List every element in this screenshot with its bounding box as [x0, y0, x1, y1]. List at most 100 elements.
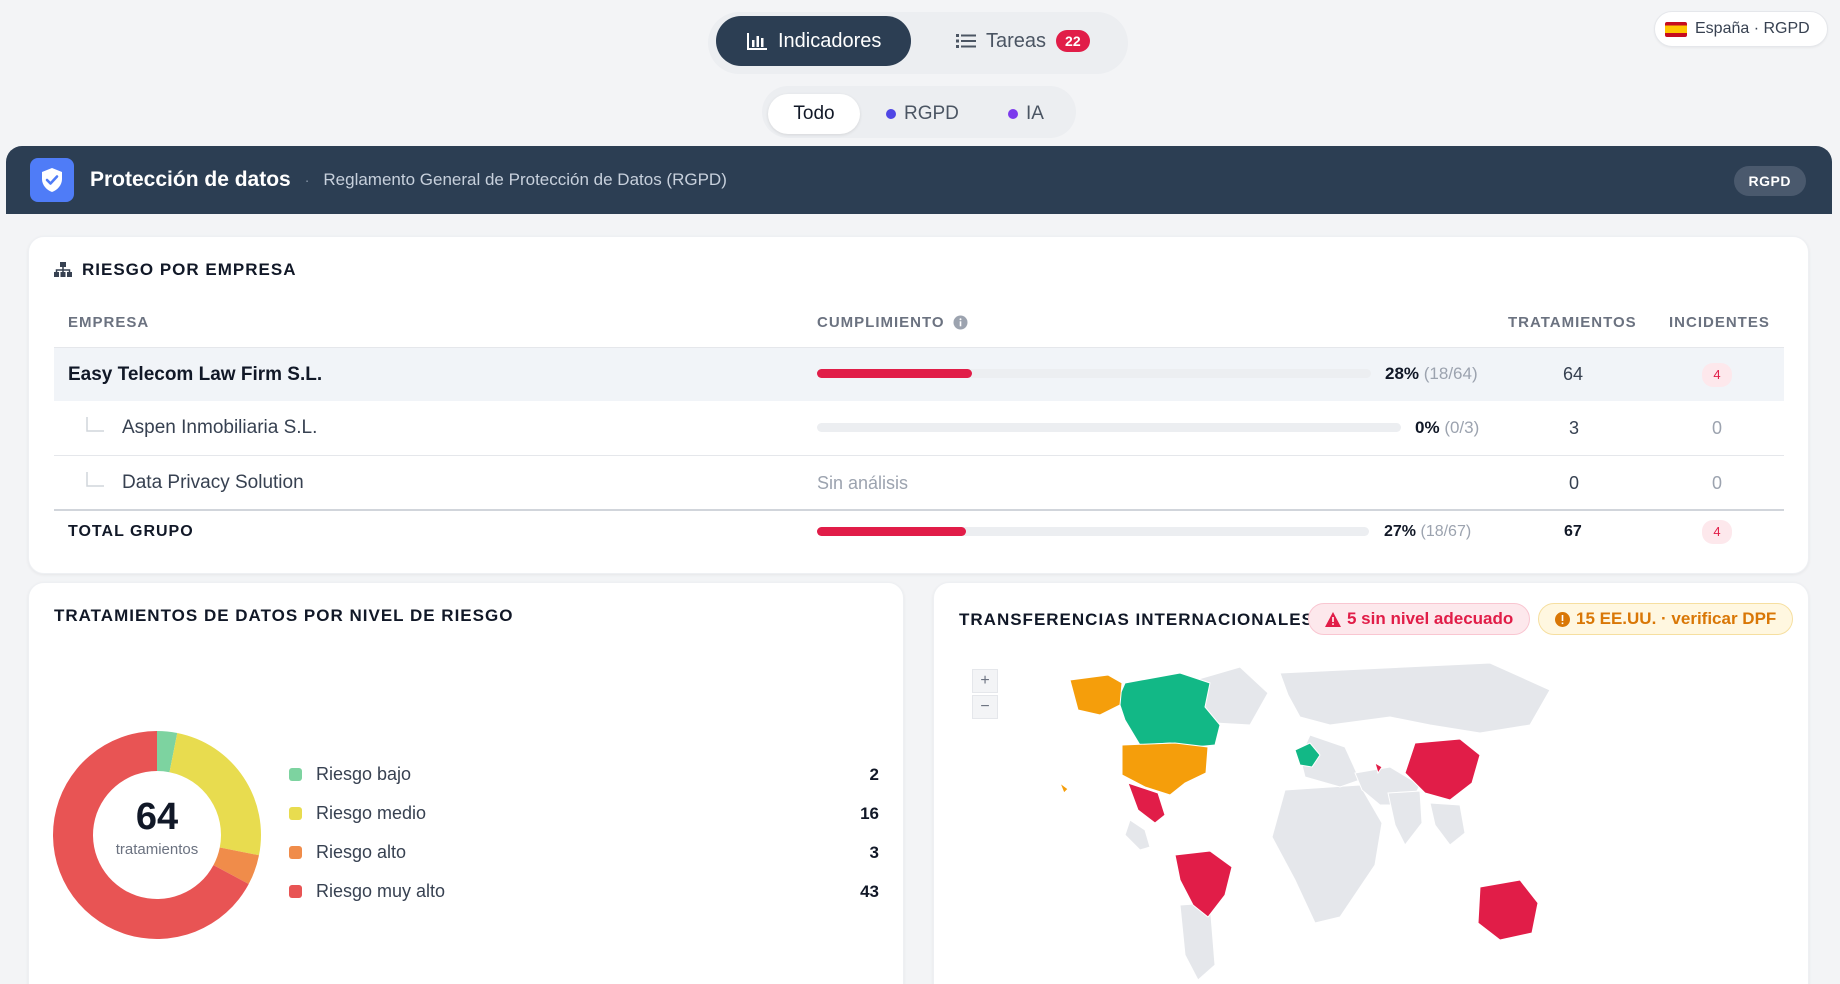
- risk-section-title: RIESGO POR EMPRESA: [82, 260, 297, 279]
- spain-flag-icon: [1665, 21, 1687, 37]
- risk-section-header: RIESGO POR EMPRESA: [54, 260, 296, 280]
- donut-total-label: tratamientos: [115, 841, 199, 858]
- compliance-pct: 28%: [1385, 364, 1420, 383]
- alaska-shape: [1069, 674, 1123, 716]
- sitemap-icon: [54, 262, 72, 277]
- us-dpf-alert[interactable]: 15 EE.UU. · verificar DPF: [1538, 603, 1794, 635]
- total-compliance-bar-fill: [817, 527, 967, 536]
- row-divider: [54, 455, 1784, 456]
- us-dpf-label: 15 EE.UU. · verificar DPF: [1576, 609, 1777, 628]
- southeast-asia-shape: [1429, 802, 1466, 846]
- module-tag: RGPD: [1733, 166, 1806, 196]
- legend-swatch: [289, 846, 302, 859]
- total-compliance-pct: 27%: [1384, 523, 1417, 540]
- map-us-countries: [1058, 674, 1209, 796]
- bar-chart-icon: [747, 33, 767, 50]
- compliance-bar-fill: [817, 369, 973, 378]
- legend-item[interactable]: Riesgo bajo: [289, 764, 411, 785]
- filter-ia-label: IA: [1026, 103, 1044, 124]
- tree-branch-icon: [86, 417, 104, 432]
- incidents-count: 0: [1712, 418, 1723, 438]
- filter-todo[interactable]: Todo: [768, 94, 860, 134]
- col-empresa: EMPRESA: [68, 314, 150, 331]
- compliance-value: 28% (18/64): [1385, 364, 1478, 384]
- treatments-count: 0: [1569, 473, 1580, 493]
- risk-donut-chart: [53, 731, 261, 939]
- legend-value: 16: [860, 804, 879, 823]
- donut-slice-riesgo-alto[interactable]: [213, 847, 260, 885]
- tareas-count-badge: 22: [1056, 30, 1090, 52]
- compliance-value: 0% (0/3): [1415, 418, 1479, 438]
- list-icon: [956, 34, 976, 48]
- treatments-count: 3: [1569, 418, 1580, 438]
- canada-shape: [1117, 672, 1221, 748]
- map-adequate-countries: [1117, 672, 1321, 768]
- donut-slice-riesgo-muy-alto[interactable]: [53, 731, 249, 939]
- exclamation-circle-icon: [1555, 611, 1570, 627]
- incidents-badge: 4: [1702, 363, 1732, 387]
- ia-dot-icon: [1008, 109, 1018, 119]
- filter-ia[interactable]: IA: [1008, 94, 1044, 134]
- region-selector[interactable]: España · RGPD: [1654, 11, 1828, 47]
- zoom-in-button[interactable]: +: [972, 669, 998, 693]
- filter-rgpd[interactable]: RGPD: [886, 94, 959, 134]
- row-divider: [54, 347, 1784, 348]
- compliance-bar: [817, 369, 1371, 378]
- legend-label: Riesgo alto: [316, 842, 407, 862]
- donut-center: 64 tratamientos: [53, 796, 261, 858]
- tab-indicadores[interactable]: Indicadores: [716, 16, 912, 66]
- filter-todo-label: Todo: [793, 103, 835, 124]
- brazil-shape: [1174, 850, 1233, 918]
- tree-branch-icon: [86, 472, 104, 487]
- company-name[interactable]: Data Privacy Solution: [122, 472, 304, 493]
- title-separator: ·: [304, 172, 310, 188]
- legend-value: 43: [860, 882, 879, 901]
- risk-by-company-card: [28, 236, 1809, 574]
- module-subtitle: Reglamento General de Protección de Dato…: [323, 170, 727, 189]
- legend-label: Riesgo muy alto: [316, 881, 446, 901]
- col-incidentes: INCIDENTES: [1669, 314, 1770, 331]
- central-america-shape: [1124, 819, 1151, 851]
- total-label: TOTAL GRUPO: [68, 523, 194, 540]
- donut-slice-riesgo-bajo[interactable]: [157, 731, 178, 773]
- module-header: Protección de datos · Reglamento General…: [6, 146, 1832, 214]
- zoom-out-button[interactable]: −: [972, 695, 998, 719]
- region-label: España · RGPD: [1695, 20, 1810, 37]
- legend-value: 2: [869, 765, 879, 784]
- company-name[interactable]: Aspen Inmobiliaria S.L.: [122, 417, 318, 438]
- col-cumplimiento: CUMPLIMIENTO: [817, 314, 968, 331]
- filter-rgpd-label: RGPD: [904, 103, 959, 124]
- company-name: Easy Telecom Law Firm S.L.: [68, 364, 323, 385]
- compliance-fraction: (18/64): [1423, 364, 1478, 383]
- tab-indicadores-label: Indicadores: [778, 29, 882, 52]
- inadequate-level-alert[interactable]: 5 sin nivel adecuado: [1308, 603, 1531, 635]
- mexico-shape: [1127, 782, 1166, 824]
- total-treatments: 67: [1564, 523, 1582, 540]
- europe-adequate-shape: [1294, 742, 1321, 768]
- donut-slice-riesgo-medio[interactable]: [169, 732, 261, 856]
- view-switcher: Indicadores Tareas 22: [708, 12, 1128, 74]
- india-shape: [1387, 790, 1423, 846]
- total-divider: [54, 509, 1784, 511]
- china-shape: [1404, 738, 1481, 801]
- total-compliance-bar: [817, 527, 1369, 536]
- col-tratamientos: TRATAMIENTOS: [1508, 314, 1637, 331]
- usa-shape: [1121, 742, 1209, 796]
- legend-item[interactable]: Riesgo medio: [289, 803, 426, 824]
- shield-icon: [30, 158, 74, 202]
- tab-tareas[interactable]: Tareas 22: [926, 16, 1120, 66]
- module-title: Protección de datos: [90, 168, 291, 191]
- legend-swatch: [289, 807, 302, 820]
- inadequate-level-label: 5 sin nivel adecuado: [1347, 609, 1514, 628]
- total-compliance-fraction: (18/67): [1420, 523, 1472, 540]
- info-icon[interactable]: [953, 315, 968, 330]
- incidents-count: 0: [1712, 473, 1723, 493]
- tab-tareas-label: Tareas: [986, 29, 1047, 52]
- compliance-bar: [817, 423, 1401, 432]
- legend-label: Riesgo medio: [316, 803, 427, 823]
- legend-value: 3: [869, 843, 879, 862]
- legend-item[interactable]: Riesgo alto: [289, 842, 406, 863]
- small-country-shape: [1374, 761, 1383, 775]
- map-other-countries: [1124, 662, 1551, 981]
- legend-item[interactable]: Riesgo muy alto: [289, 881, 445, 902]
